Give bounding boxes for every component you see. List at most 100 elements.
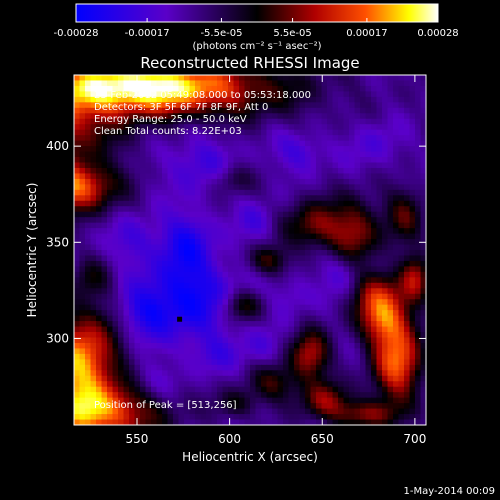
heatmap-cell: [112, 195, 119, 202]
heatmap-cell: [299, 250, 306, 257]
heatmap-cell: [277, 375, 284, 382]
heatmap-cell: [178, 364, 185, 371]
heatmap-cell: [222, 96, 229, 103]
heatmap-cell: [387, 364, 394, 371]
heatmap-cell: [332, 146, 339, 153]
heatmap-cell: [404, 419, 411, 425]
heatmap-cell: [134, 271, 141, 278]
heatmap-cell: [376, 239, 383, 246]
heatmap-cell: [129, 250, 136, 257]
heatmap-cell: [167, 228, 174, 235]
heatmap-cell: [134, 375, 141, 382]
heatmap-cell: [206, 140, 213, 147]
heatmap-cell: [294, 135, 301, 142]
x-axis: 550 600 650 700: [126, 75, 426, 446]
heatmap-cell: [299, 195, 306, 202]
heatmap-cell: [85, 250, 92, 257]
heatmap-cell: [393, 107, 400, 114]
heatmap-cell: [74, 157, 81, 164]
heatmap-cell: [96, 178, 103, 185]
heatmap-cell: [277, 299, 284, 306]
heatmap-cell: [382, 348, 389, 355]
heatmap-cell: [162, 80, 169, 87]
heatmap-cell: [228, 124, 235, 131]
heatmap-cell: [134, 75, 141, 82]
heatmap-cell: [195, 228, 202, 235]
heatmap-cell: [118, 353, 125, 360]
heatmap-cell: [371, 364, 378, 371]
heatmap-cell: [211, 293, 218, 300]
heatmap-cell: [343, 392, 350, 399]
heatmap-cell: [349, 381, 356, 388]
heatmap-cell: [217, 277, 224, 284]
heatmap-cell: [222, 239, 229, 246]
heatmap-cell: [162, 75, 169, 82]
heatmap-cell: [382, 113, 389, 120]
heatmap-cell: [74, 167, 81, 175]
heatmap-cell: [134, 184, 141, 191]
heatmap-cell: [145, 408, 152, 415]
heatmap-cell: [409, 271, 416, 278]
heatmap-cell: [387, 85, 394, 93]
heatmap-cell: [145, 113, 152, 120]
heatmap-cell: [222, 184, 229, 191]
heatmap-cell: [420, 124, 426, 131]
heatmap-cell: [134, 140, 141, 147]
heatmap-cell: [272, 200, 279, 207]
heatmap-cell: [393, 151, 400, 158]
heatmap-cell: [217, 288, 224, 295]
heatmap-cell: [129, 178, 136, 185]
heatmap-cell: [118, 255, 125, 262]
heatmap-cell: [387, 260, 394, 268]
heatmap-cell: [283, 348, 290, 355]
heatmap-cell: [74, 91, 81, 98]
heatmap-cell: [151, 233, 158, 240]
heatmap-cell: [398, 135, 405, 142]
heatmap-cell: [420, 250, 426, 257]
heatmap-cell: [277, 151, 284, 158]
heatmap-cell: [90, 96, 97, 103]
heatmap-cell: [162, 293, 169, 300]
heatmap-cell: [327, 173, 334, 180]
heatmap-cell: [189, 375, 196, 382]
heatmap-cell: [140, 342, 147, 350]
heatmap-cell: [228, 260, 235, 268]
heatmap-cell: [327, 321, 334, 328]
heatmap-cell: [101, 359, 108, 366]
heatmap-cell: [371, 266, 378, 273]
heatmap-cell: [332, 310, 339, 317]
heatmap-cell: [305, 282, 312, 289]
heatmap-cell: [272, 228, 279, 235]
heatmap-cell: [266, 255, 273, 262]
heatmap-cell: [211, 124, 218, 131]
heatmap-cell: [250, 392, 257, 399]
heatmap-cell: [140, 304, 147, 311]
heatmap-cell: [272, 151, 279, 158]
heatmap-cell: [382, 271, 389, 278]
heatmap-cell: [156, 348, 163, 355]
heatmap-cell: [173, 348, 180, 355]
heatmap-cell: [112, 332, 119, 339]
heatmap-cell: [310, 173, 317, 180]
heatmap-cell: [189, 299, 196, 306]
heatmap-cell: [305, 107, 312, 114]
heatmap-cell: [200, 96, 207, 103]
heatmap-cell: [338, 184, 345, 191]
heatmap-cell: [338, 392, 345, 399]
heatmap-cell: [382, 266, 389, 273]
heatmap-cell: [239, 408, 246, 415]
heatmap-cell: [134, 266, 141, 273]
heatmap-cell: [112, 113, 119, 120]
heatmap-cell: [272, 85, 279, 93]
heatmap-cell: [239, 124, 246, 131]
heatmap-cell: [96, 326, 103, 333]
heatmap-cell: [206, 392, 213, 399]
heatmap-cell: [90, 304, 97, 311]
heatmap-cell: [96, 167, 103, 175]
heatmap-cell: [354, 304, 361, 311]
heatmap-cell: [382, 80, 389, 87]
heatmap-cell: [387, 293, 394, 300]
heatmap-cell: [79, 239, 86, 246]
heatmap-cell: [96, 282, 103, 289]
heatmap-cell: [151, 364, 158, 371]
